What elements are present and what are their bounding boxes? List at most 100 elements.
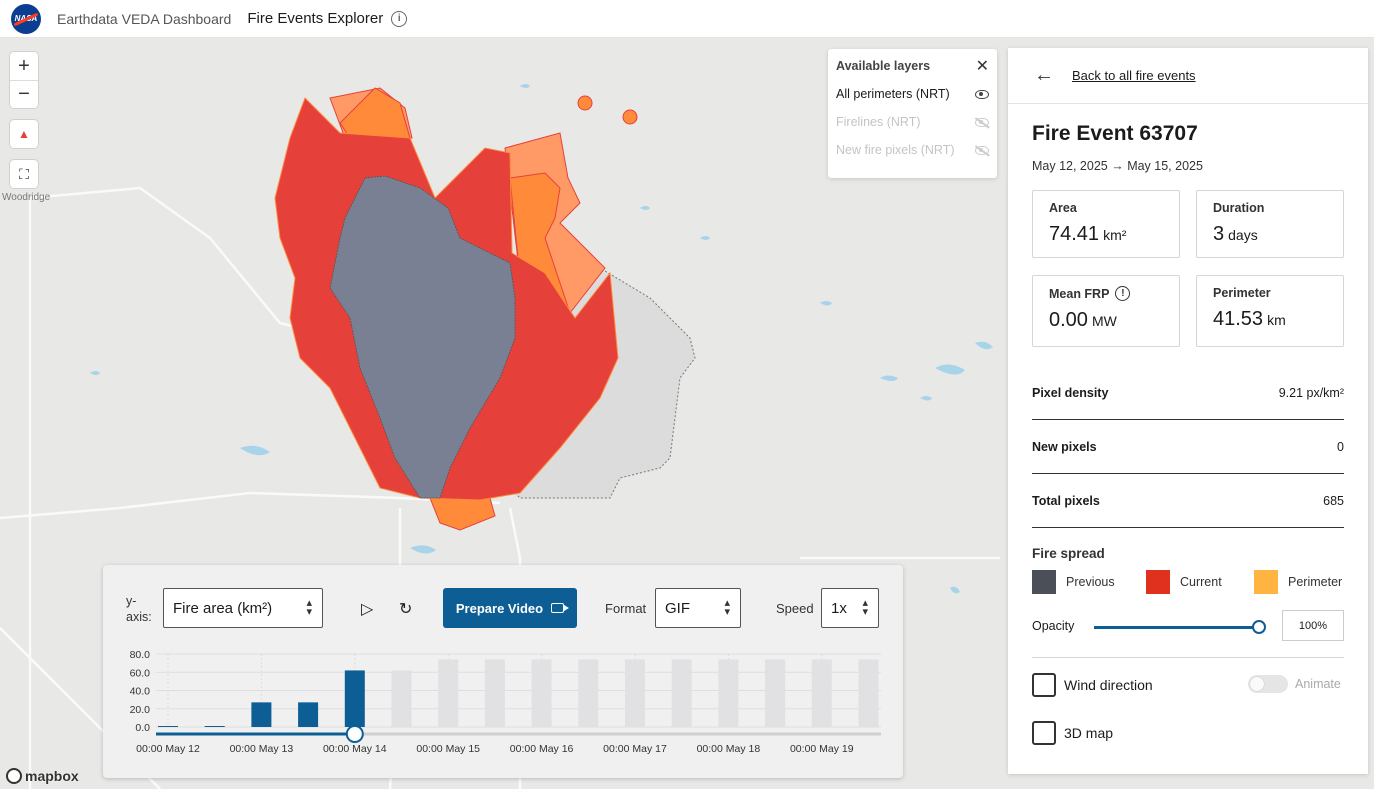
legend-swatch — [1032, 570, 1056, 594]
brand-link[interactable]: Earthdata VEDA Dashboard — [57, 10, 232, 27]
frp-card: Mean FRP! 0.00 MW — [1032, 275, 1180, 347]
nasa-logo[interactable]: NASA — [11, 3, 41, 34]
x-tick-label: 00:00 May 15 — [416, 743, 480, 755]
place-label: Woodridge — [2, 192, 51, 203]
compass-button[interactable]: ▲ — [10, 120, 38, 148]
y-tick-label: 20.0 — [130, 704, 151, 716]
animate-label: Animate — [1295, 677, 1341, 691]
chart-bar — [765, 659, 786, 727]
y-tick-label: 80.0 — [130, 649, 151, 661]
alert-icon[interactable]: ! — [1115, 286, 1131, 301]
x-tick-label: 00:00 May 13 — [230, 743, 294, 755]
chart-bar — [858, 659, 879, 727]
frp-unit: MW — [1091, 313, 1117, 329]
chart-bar — [625, 659, 645, 727]
duration-label: Duration — [1213, 201, 1265, 215]
mapbox-text: mapbox — [25, 768, 79, 784]
chart-bar — [344, 670, 365, 727]
chart-bar — [578, 659, 599, 727]
animate-toggle[interactable] — [1248, 675, 1288, 693]
format-value: GIF — [665, 599, 690, 617]
prepare-video-button[interactable]: Prepare Video — [443, 588, 577, 628]
fire-spread-title: Fire spread — [1032, 546, 1105, 561]
fullscreen-icon: ⛶ — [19, 165, 29, 182]
fullscreen-button[interactable]: ⛶ — [10, 160, 38, 188]
chart-bar — [158, 726, 178, 727]
scrubber-thumb[interactable] — [345, 725, 364, 743]
x-tick-label: 00:00 May 18 — [697, 743, 761, 755]
stat-value: 685 — [1323, 493, 1344, 508]
area-unit: km² — [1103, 227, 1127, 243]
zoom-in-button[interactable]: + — [18, 54, 30, 77]
stat-value: 9.21 px/km² — [1278, 385, 1344, 400]
layers-title: Available layers — [836, 59, 931, 73]
eye-icon[interactable] — [975, 89, 989, 99]
video-camera-icon — [551, 603, 570, 613]
stat-row: Total pixels 685 — [1032, 474, 1344, 528]
legend-label: Previous — [1066, 575, 1115, 589]
eye-off-icon[interactable] — [975, 117, 989, 127]
legend-label: Perimeter — [1288, 575, 1343, 589]
page-title: Fire Events Explorer — [247, 10, 384, 27]
stat-row: New pixels 0 — [1032, 420, 1344, 474]
area-label: Area — [1049, 201, 1077, 215]
layer-item-perimeters[interactable]: All perimeters (NRT) — [836, 85, 989, 103]
wind-direction-checkbox[interactable] — [1032, 673, 1056, 697]
perimeter-unit: km — [1267, 312, 1286, 328]
yaxis-select[interactable]: Fire area (km²) ▴ ▾ — [163, 588, 323, 628]
chart-bar — [391, 670, 412, 727]
play-icon[interactable]: ▷ — [361, 601, 374, 618]
wind-direction-label: Wind direction — [1064, 677, 1153, 693]
opacity-label: Opacity — [1032, 619, 1075, 633]
back-link[interactable]: Back to all fire events — [1072, 68, 1196, 83]
chart-bar — [718, 659, 739, 727]
format-label: Format — [605, 601, 647, 616]
zoom-controls: + − — [10, 52, 38, 108]
perimeter-value: 41.53 — [1213, 308, 1264, 330]
3d-map-checkbox[interactable] — [1032, 721, 1056, 745]
speed-value: 1x — [831, 599, 847, 617]
chart-bar — [251, 702, 272, 727]
layer-label: New fire pixels (NRT) — [836, 143, 955, 157]
info-icon[interactable]: i — [391, 10, 408, 27]
stat-label: New pixels — [1032, 439, 1097, 454]
mapbox-logo[interactable]: mapbox — [6, 768, 79, 784]
y-tick-label: 60.0 — [130, 667, 151, 679]
reset-icon[interactable]: ↻ — [399, 601, 413, 618]
fire-area-chart[interactable]: 80.0 60.0 40.0 20.0 0.0 00:00 May 12 00:00 May… — [103, 645, 903, 775]
frp-value: 0.00 — [1049, 309, 1088, 331]
x-tick-label: 00:00 May 14 — [323, 743, 387, 755]
y-tick-label: 0.0 — [135, 722, 150, 734]
close-icon[interactable]: ✕ — [975, 58, 989, 75]
opacity-slider-thumb[interactable] — [1252, 620, 1266, 634]
format-select[interactable]: GIF ▴ ▾ — [655, 588, 741, 628]
fire-event-panel: ← Back to all fire events Fire Event 637… — [1008, 48, 1368, 774]
opacity-input[interactable]: 100% — [1282, 610, 1344, 641]
event-title: Fire Event 63707 — [1032, 122, 1198, 145]
chart-bar — [531, 659, 552, 727]
speed-select[interactable]: 1x ▴ ▾ — [821, 588, 879, 628]
chevron-up-down-icon: ▴ ▾ — [862, 597, 868, 618]
legend-label: Current — [1180, 575, 1222, 589]
yaxis-value: Fire area (km²) — [173, 599, 273, 617]
eye-off-icon[interactable] — [975, 145, 989, 155]
legend-swatch — [1146, 570, 1170, 594]
timeline-panel: y-axis: Fire area (km²) ▴ ▾ ▷ ↻ Prepare V… — [103, 565, 903, 778]
divider — [1032, 657, 1344, 658]
chart-bar — [438, 659, 459, 727]
chart-bar — [671, 659, 692, 727]
layer-item-firelines[interactable]: Firelines (NRT) — [836, 113, 989, 131]
layer-item-new-pixels[interactable]: New fire pixels (NRT) — [836, 141, 989, 159]
basemap — [0, 84, 1000, 789]
chevron-up-down-icon: ▴ ▾ — [724, 597, 730, 618]
opacity-slider-track[interactable] — [1094, 626, 1258, 629]
chevron-up-down-icon: ▴ ▾ — [306, 597, 312, 618]
x-tick-label: 00:00 May 12 — [136, 743, 200, 755]
zoom-out-button[interactable]: − — [10, 80, 38, 108]
duration-value: 3 — [1213, 223, 1225, 245]
legend-previous: Previous — [1032, 570, 1115, 594]
duration-unit: days — [1228, 227, 1258, 243]
arrow-left-icon[interactable]: ← — [1034, 64, 1054, 86]
legend-perimeter: Perimeter — [1254, 570, 1342, 594]
mapbox-icon — [6, 768, 22, 784]
